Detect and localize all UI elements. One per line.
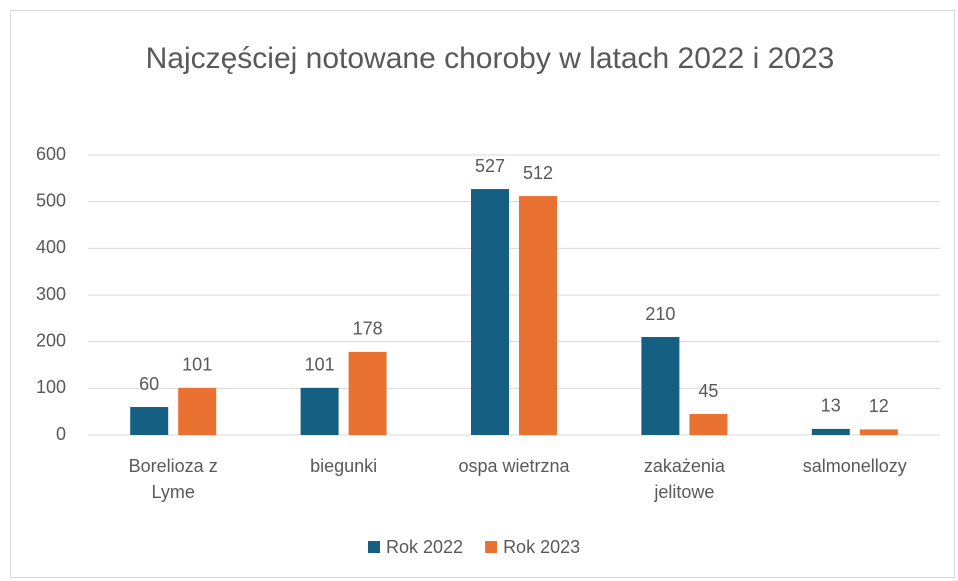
data-label: 101 (182, 355, 212, 375)
bar (300, 387, 339, 435)
data-label: 527 (475, 156, 505, 176)
bar (471, 189, 509, 435)
data-label: 178 (353, 319, 383, 339)
bar (130, 407, 169, 435)
y-tick-label: 300 (36, 284, 66, 304)
data-label: 45 (698, 381, 718, 401)
bar (641, 337, 680, 435)
y-tick-label: 600 (36, 144, 66, 164)
bar (519, 196, 557, 435)
chart-frame (10, 10, 955, 578)
x-tick-label: zakażenia jelitowe (643, 456, 725, 502)
x-tick-label: Borelioza z Lyme (128, 456, 218, 502)
x-tick-label: biegunki (310, 456, 378, 476)
x-tick-label: salmonellozy (802, 456, 907, 476)
legend-label: Rok 2023 (503, 537, 580, 557)
y-tick-label: 400 (36, 237, 66, 257)
y-tick-label: 100 (36, 377, 66, 397)
y-tick-label: 200 (36, 330, 66, 350)
bar (178, 387, 217, 435)
y-tick-label: 0 (56, 424, 66, 444)
bar (348, 351, 387, 435)
bar (859, 429, 898, 435)
data-label: 512 (523, 163, 553, 183)
legend-label: Rok 2022 (386, 537, 463, 557)
bar (811, 428, 850, 435)
data-label: 210 (645, 304, 675, 324)
data-label: 101 (305, 355, 335, 375)
data-label: 13 (821, 396, 841, 416)
data-label: 60 (139, 374, 159, 394)
chart-title: Najczęściej notowane choroby w latach 20… (145, 42, 835, 75)
bar (689, 414, 728, 435)
data-label: 12 (869, 396, 889, 416)
x-tick-label: ospa wietrzna (458, 456, 570, 476)
y-tick-label: 500 (36, 190, 66, 210)
legend-swatch (368, 541, 380, 553)
legend-swatch (485, 541, 498, 553)
